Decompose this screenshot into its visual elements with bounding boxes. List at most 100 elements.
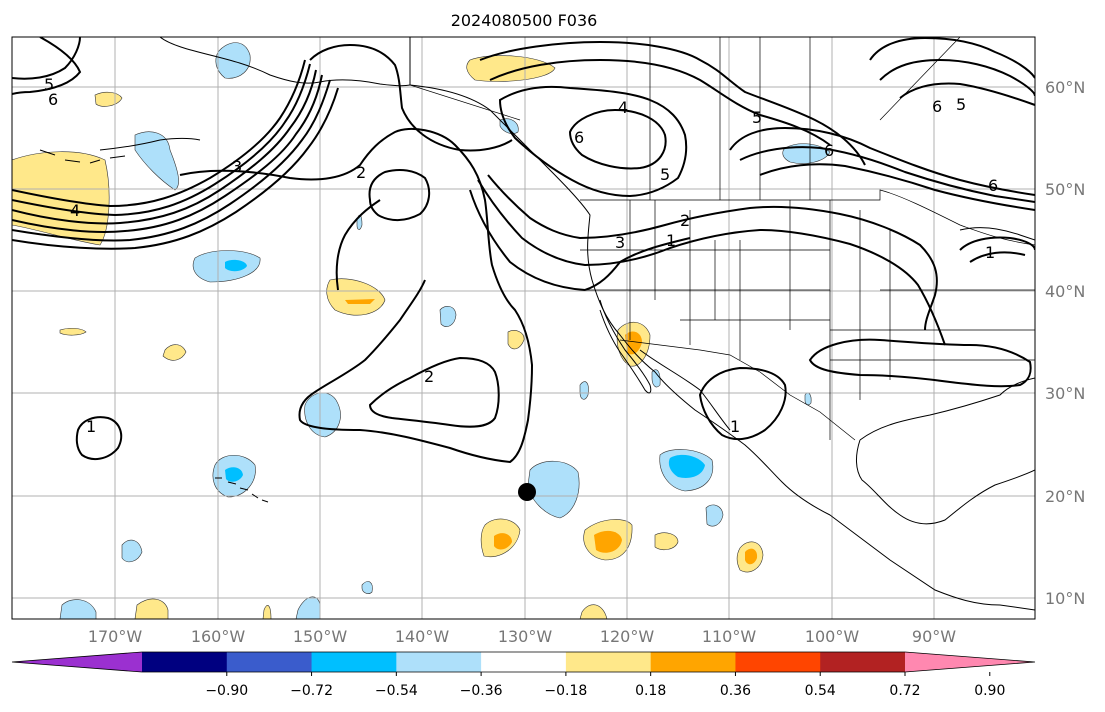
lat-label: 20°N xyxy=(1045,487,1085,506)
longitude-labels: 170°W 160°W 150°W 140°W 130°W 120°W 110°… xyxy=(88,627,956,646)
contour-label: 2 xyxy=(680,211,690,230)
contour-label: 4 xyxy=(618,98,628,117)
shaded-anomaly-areas xyxy=(12,42,831,619)
positive-anomaly-area xyxy=(466,55,556,82)
colorbar-segment xyxy=(396,652,482,672)
lat-label: 50°N xyxy=(1045,180,1085,199)
aleutian-islands xyxy=(39,149,126,164)
colorbar-extend-low xyxy=(12,652,142,672)
contour-line xyxy=(959,236,1035,263)
lon-label: 160°W xyxy=(191,627,246,646)
canada-arctic-coast xyxy=(959,227,1035,241)
lat-label: 60°N xyxy=(1045,78,1085,97)
lat-label: 40°N xyxy=(1045,282,1085,301)
gulf-of-california-coast xyxy=(639,349,731,431)
positive-anomaly-area xyxy=(507,330,525,350)
positive-anomaly-area xyxy=(625,331,642,355)
lat-label: 30°N xyxy=(1045,384,1085,403)
colorbar-segment xyxy=(311,652,397,672)
lon-label: 100°W xyxy=(805,627,860,646)
contour-line xyxy=(12,37,82,95)
alaska-canada-border xyxy=(409,37,521,121)
negative-anomaly-area xyxy=(121,539,143,563)
negative-anomaly-area xyxy=(134,131,179,191)
contour-label: 3 xyxy=(615,233,625,252)
lon-label: 170°W xyxy=(88,627,143,646)
contour-label: 1 xyxy=(985,243,995,262)
positive-anomaly-area xyxy=(579,604,608,619)
colorbar-segment xyxy=(820,652,906,672)
negative-anomaly-area xyxy=(225,259,247,272)
state-lines xyxy=(580,200,1035,440)
contour-line xyxy=(729,126,1035,196)
contour-line xyxy=(12,69,317,225)
us-canada-border xyxy=(580,189,1035,246)
colorbar-tick-label: 0.72 xyxy=(889,683,920,699)
positive-anomaly-area xyxy=(134,598,169,619)
contour-label: 6 xyxy=(574,128,584,147)
contour-line xyxy=(12,79,331,242)
positive-anomaly-area xyxy=(12,151,110,246)
negative-anomaly-area xyxy=(361,581,373,594)
colorbar-segment xyxy=(565,652,652,672)
negative-anomaly-area xyxy=(215,42,251,79)
contour-line xyxy=(869,37,1035,106)
map-frame xyxy=(11,36,1036,620)
contour-line xyxy=(75,416,123,461)
lon-label: 140°W xyxy=(395,627,450,646)
colorbar-tick-label: −0.72 xyxy=(290,683,333,699)
positive-anomaly-area xyxy=(745,548,758,565)
lon-label: 110°W xyxy=(702,627,757,646)
colorbar-segment xyxy=(650,652,736,672)
colorbar-segment xyxy=(481,652,567,672)
contour-label: 6 xyxy=(48,90,58,109)
contour-line xyxy=(477,179,946,346)
latitude-labels: 60°N 50°N 40°N 30°N 20°N 10°N xyxy=(1045,78,1085,608)
negative-anomaly-area xyxy=(527,460,580,519)
colorbar-segment xyxy=(226,652,313,672)
contour-label: 1 xyxy=(86,417,96,436)
contour-line xyxy=(12,59,306,208)
contour-label: 4 xyxy=(70,201,80,220)
colorbar-tick-label: 0.54 xyxy=(805,683,836,699)
negative-anomaly-area xyxy=(59,599,97,619)
contour-label-group: 5 6 4 3 2 2 1 4 6 5 3 1 2 5 6 1 6 5 6 1 xyxy=(44,75,998,436)
contour-line xyxy=(479,40,866,166)
colorbar-tick-label: −0.18 xyxy=(544,683,587,699)
colorbar-tick-label: 0.18 xyxy=(635,683,666,699)
contour-line xyxy=(12,37,81,80)
contour-label: 2 xyxy=(356,163,366,182)
contour-label: 1 xyxy=(730,417,740,436)
contour-label: 6 xyxy=(932,97,942,116)
contour-line xyxy=(368,356,500,428)
contour-line xyxy=(309,43,513,152)
contour-line xyxy=(12,63,311,217)
contour-label: 2 xyxy=(424,367,434,386)
contour-label: 5 xyxy=(44,75,54,94)
contour-label: 1 xyxy=(666,231,676,250)
contour-line xyxy=(698,366,787,441)
contour-label: 5 xyxy=(752,108,762,127)
positive-anomaly-area xyxy=(594,530,622,553)
contour-line xyxy=(759,163,1035,211)
lon-label: 90°W xyxy=(912,627,956,646)
positive-anomaly-area xyxy=(345,299,375,304)
contour-label: 6 xyxy=(988,176,998,195)
map-title: 2024080500 F036 xyxy=(451,11,598,30)
contour-line xyxy=(808,338,1032,388)
lon-label: 150°W xyxy=(293,627,348,646)
gulf-of-mexico-coast xyxy=(856,377,1035,525)
positive-anomaly-area xyxy=(162,344,187,361)
colorbar-segment xyxy=(142,652,228,672)
alaska-coast xyxy=(99,37,411,151)
positive-anomaly-area xyxy=(654,532,679,551)
colorbar-tick-label: 0.36 xyxy=(720,683,751,699)
colorbar-tick-label: 0.90 xyxy=(974,683,1005,699)
negative-anomaly-area xyxy=(225,467,243,482)
contour-label: 6 xyxy=(824,141,834,160)
negative-anomaly-area xyxy=(705,504,724,527)
negative-anomaly-area xyxy=(668,454,705,478)
colorbar-tick-label: −0.54 xyxy=(375,683,418,699)
contour-line xyxy=(469,189,691,291)
